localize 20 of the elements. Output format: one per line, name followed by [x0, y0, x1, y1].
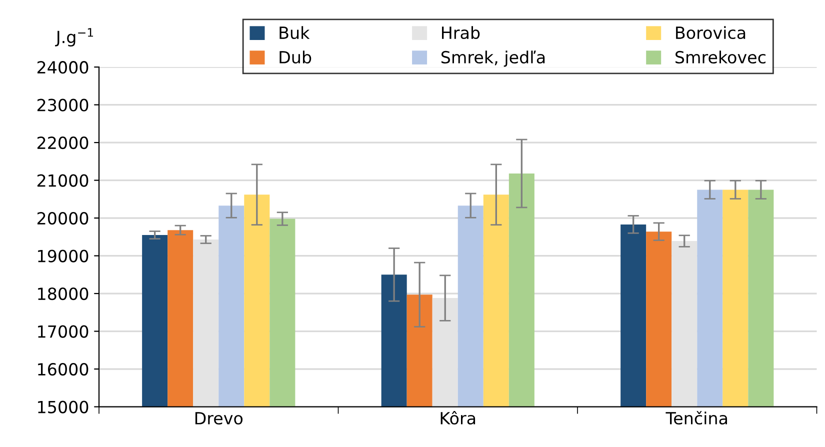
y-tick-label: 23000: [37, 98, 88, 112]
legend-label: Hrab: [442, 26, 480, 40]
y-tick-label: 22000: [37, 136, 88, 150]
y-tick-label: 20000: [37, 212, 88, 225]
legend-label: Dub: [280, 50, 312, 64]
legend-label: Borovica: [676, 26, 746, 40]
legend-label: Smrek, jedľa: [441, 50, 545, 67]
y-tick-label: 21000: [37, 174, 88, 187]
x-tick-label: Kôra: [440, 410, 476, 425]
y-tick-label: 18000: [38, 287, 88, 300]
y-axis-title: J.g$^{−1}$: [55, 28, 94, 47]
y-tick-label: 15000: [38, 400, 88, 414]
legend-label: Smrekovec: [676, 50, 766, 64]
x-tick-label: Drevo: [195, 412, 243, 425]
y-tick-label: 16000: [38, 362, 88, 376]
y-tick-label: 24000: [37, 61, 88, 74]
y-tick-label: 17000: [38, 325, 88, 338]
y-tick-label: 19000: [38, 250, 88, 262]
x-tick-label: Tenčina: [666, 410, 727, 425]
legend-label: Buk: [280, 26, 310, 40]
